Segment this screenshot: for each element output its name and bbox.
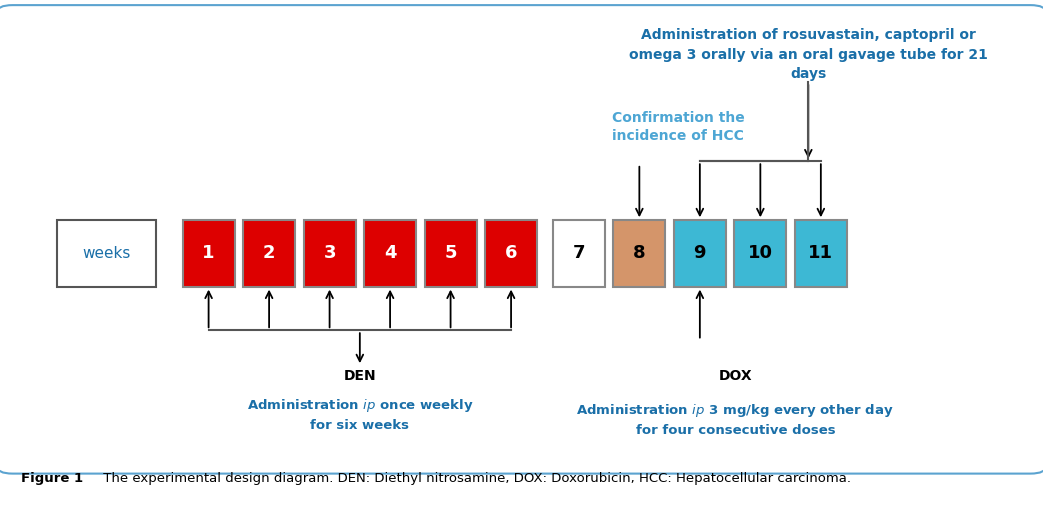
Bar xyxy=(674,220,726,287)
Text: Administration $\mathit{ip}$ 3 mg/kg every other day
for four consecutive doses: Administration $\mathit{ip}$ 3 mg/kg eve… xyxy=(577,402,894,437)
Bar xyxy=(243,220,295,287)
FancyBboxPatch shape xyxy=(0,5,1043,474)
Text: DOX: DOX xyxy=(719,369,752,383)
Text: Administration of rosuvastain, captopril or
omega 3 orally via an oral gavage tu: Administration of rosuvastain, captopril… xyxy=(629,28,988,81)
Text: 6: 6 xyxy=(505,244,517,263)
Bar xyxy=(734,220,786,287)
Bar xyxy=(485,220,537,287)
Text: 9: 9 xyxy=(694,244,706,263)
Text: weeks: weeks xyxy=(82,246,131,261)
Bar xyxy=(364,220,416,287)
Text: Figure 1: Figure 1 xyxy=(21,472,83,485)
Text: 10: 10 xyxy=(748,244,773,263)
Bar xyxy=(425,220,477,287)
Bar xyxy=(613,220,665,287)
Text: 4: 4 xyxy=(384,244,396,263)
Bar xyxy=(57,220,156,287)
Bar xyxy=(304,220,356,287)
Text: Administration $\mathit{ip}$ once weekly
for six weeks: Administration $\mathit{ip}$ once weekly… xyxy=(246,397,474,432)
Bar xyxy=(183,220,235,287)
Text: 8: 8 xyxy=(633,244,646,263)
Text: 11: 11 xyxy=(808,244,833,263)
Text: 1: 1 xyxy=(202,244,215,263)
Text: DEN: DEN xyxy=(343,369,377,383)
Text: Confirmation the
incidence of HCC: Confirmation the incidence of HCC xyxy=(612,111,745,143)
Bar xyxy=(553,220,605,287)
Text: 3: 3 xyxy=(323,244,336,263)
Text: The experimental design diagram. DEN: Diethyl nitrosamine, DOX: Doxorubicin, HCC: The experimental design diagram. DEN: Di… xyxy=(99,472,851,485)
Bar xyxy=(795,220,847,287)
Text: 7: 7 xyxy=(573,244,585,263)
Text: 5: 5 xyxy=(444,244,457,263)
Text: 2: 2 xyxy=(263,244,275,263)
